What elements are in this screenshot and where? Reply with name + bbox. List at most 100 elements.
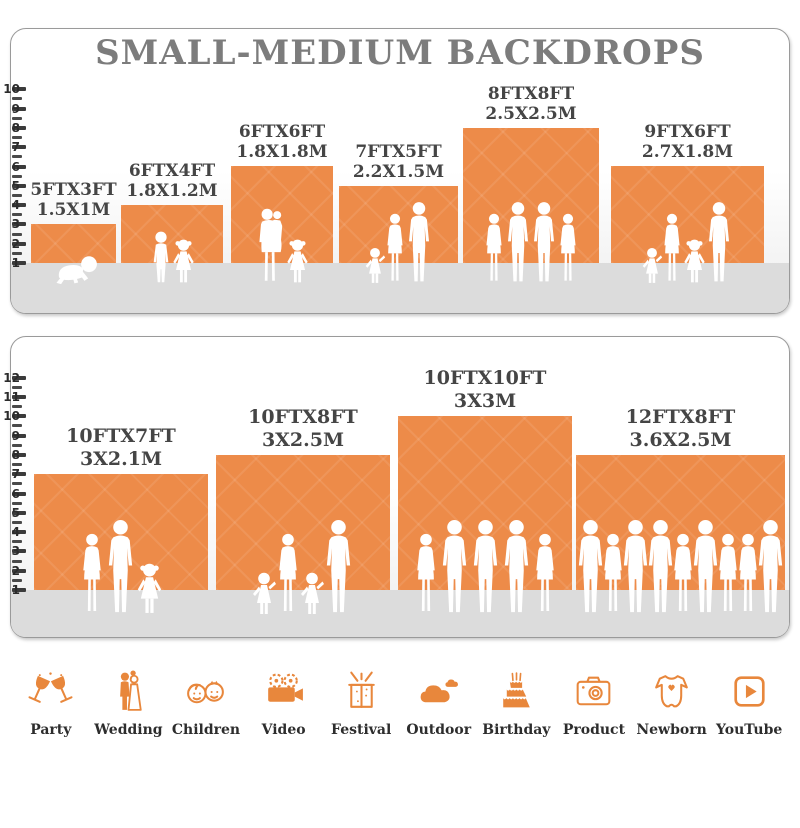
size-m-label: 3X2.5M — [261, 428, 345, 451]
page-title: SMALL-MEDIUM BACKDROPS — [95, 33, 705, 73]
category-icon-wrap — [648, 668, 695, 715]
ruler-tick-7ft — [12, 145, 26, 150]
girl-silhouette — [286, 239, 308, 283]
backdrop-swatch — [121, 205, 223, 263]
woman-silhouette — [739, 533, 757, 612]
woman-silhouette — [719, 533, 737, 612]
backdrop-10ftx8ft: 10FTX8FT 3X2.5M — [216, 406, 390, 614]
backdrop-size-infographic: { "title": "SMALL-MEDIUM BACKDROPS", "co… — [0, 28, 800, 828]
woman-silhouette — [674, 533, 692, 612]
ruler-minor-tick — [12, 501, 22, 505]
ruler-tick-number: 10 — [3, 82, 20, 97]
outdoor-icon — [420, 679, 459, 703]
people-silhouettes — [576, 519, 785, 616]
ruler-minor-tick — [12, 232, 22, 236]
birthday-icon — [503, 672, 530, 708]
ruler-minor-tick — [12, 116, 22, 120]
newborn-icon — [655, 675, 688, 708]
youtube-icon — [734, 676, 765, 707]
ruler-tick-number: 8 — [11, 120, 20, 135]
ruler-tick-5ft — [12, 183, 26, 188]
ruler-minor-tick — [12, 443, 22, 447]
size-ft-label: 10FTX7FT — [66, 425, 176, 448]
category-label: Video — [261, 722, 306, 738]
ruler-tick-number: 9 — [11, 101, 20, 116]
boy-silhouette — [153, 231, 168, 283]
feet-ruler: 12 11 10 9 8 7 6 5 4 3 2 1 — [3, 337, 41, 637]
size-ft-label: 9FTX6FT — [644, 121, 731, 142]
size-ft-label: 5FTX3FT — [30, 179, 117, 200]
size-m-label: 3X2.1M — [79, 447, 163, 470]
people-silhouettes — [611, 201, 764, 285]
ruler-tick-6ft — [12, 164, 26, 169]
category-icon-wrap — [27, 668, 74, 715]
size-m-label: 3.6X2.5M — [629, 428, 732, 451]
backdrop-size-label: 10FTX7FT 3X2.1M — [66, 425, 176, 470]
category-label: Festival — [331, 722, 392, 738]
product-icon — [577, 676, 611, 706]
category-icon-wrap — [415, 668, 462, 715]
man-silhouette — [623, 519, 648, 613]
ruler-tick-1ft — [12, 261, 26, 265]
ruler-tick-number: 2 — [11, 236, 20, 251]
ruler-tick-number: 4 — [11, 198, 20, 213]
backdrop-swatch — [611, 166, 764, 263]
wedding-icon — [120, 670, 142, 711]
category-label: Wedding — [94, 722, 163, 738]
ruler-tick-number: 2 — [11, 563, 20, 578]
size-m-label: 1.8X1.8M — [236, 141, 328, 162]
ruler-tick-7ft — [12, 472, 26, 477]
man-silhouette — [442, 519, 466, 613]
man-silhouette — [508, 202, 528, 282]
category-icon-wrap — [105, 668, 152, 715]
category-item-birthday: Birthday — [479, 668, 553, 738]
infographic: SMALL-MEDIUM BACKDROPS 10 9 8 7 6 5 4 3 2 1 5FTX3… — [0, 28, 800, 828]
backdrop-size-label: 7FTX5FT 2.2X1.5M — [353, 142, 444, 182]
backdrop-size-label: 12FTX8FT 3.6X2.5M — [626, 406, 736, 451]
backdrop-9ftx6ft: 9FTX6FT 2.7X1.8M — [611, 122, 764, 283]
category-item-festival: Festival — [324, 668, 398, 738]
girl-silhouette — [137, 563, 162, 613]
ruler-tick-9ft — [12, 106, 26, 111]
backdrop-size-label: 5FTX3FT 1.5X1M — [30, 180, 116, 220]
backdrop-6ftx4ft: 6FTX4FT 1.8X1.2M — [121, 161, 223, 283]
ruler-tick-4ft — [12, 203, 26, 208]
category-icon-wrap — [493, 668, 540, 715]
category-label: Outdoor — [406, 722, 472, 738]
ruler-tick-number: 1 — [11, 583, 20, 597]
category-item-product: Product — [557, 668, 631, 738]
ruler-minor-tick — [12, 213, 22, 217]
people-silhouettes — [34, 519, 208, 616]
ruler-tick-3ft — [12, 222, 26, 227]
man-silhouette — [648, 519, 673, 613]
size-ft-label: 10FTX10FT — [423, 367, 547, 390]
ruler-minor-tick — [12, 193, 22, 197]
man-silhouette — [709, 202, 729, 282]
ruler-tick-11ft — [12, 395, 26, 399]
ruler-tick-4ft — [12, 530, 26, 535]
ruler-minor-tick — [12, 463, 22, 467]
toddler-silhouette — [642, 247, 663, 283]
size-panel-large: 12 11 10 9 8 7 6 5 4 3 2 1 10FTX7FT 3X2.1M 10FTX8FT 3X… — [3, 336, 790, 638]
ruler-tick-number: 7 — [11, 467, 20, 482]
category-label: Children — [171, 722, 241, 738]
size-ft-label: 12FTX8FT — [625, 406, 736, 429]
man-silhouette — [326, 519, 350, 613]
size-ft-label: 10FTX8FT — [248, 406, 358, 429]
man-silhouette — [408, 202, 429, 282]
backdrops-stage: 5FTX3FT 1.5X1M 6FTX4FT 1.8X1.2M 6FTX6FT 1.8X1… — [11, 29, 789, 313]
people-silhouettes — [339, 201, 458, 285]
man-silhouette — [504, 519, 528, 613]
people-silhouettes — [121, 231, 223, 285]
girl-silhouette — [684, 239, 705, 283]
ruler-minor-tick — [12, 405, 22, 409]
backdrop-8ftx8ft: 8FTX8FT 2.5X2.5M — [463, 84, 599, 282]
ruler-tick-12ft — [12, 375, 26, 380]
backdrop-swatch — [231, 166, 333, 263]
ruler-tick-2ft — [12, 568, 26, 573]
ruler-tick-number: 6 — [11, 486, 20, 501]
ruler-minor-tick — [12, 97, 22, 101]
size-m-label: 2.5X2.5M — [485, 103, 577, 124]
category-label: Birthday — [482, 722, 551, 738]
toddler-silhouette — [300, 572, 324, 614]
